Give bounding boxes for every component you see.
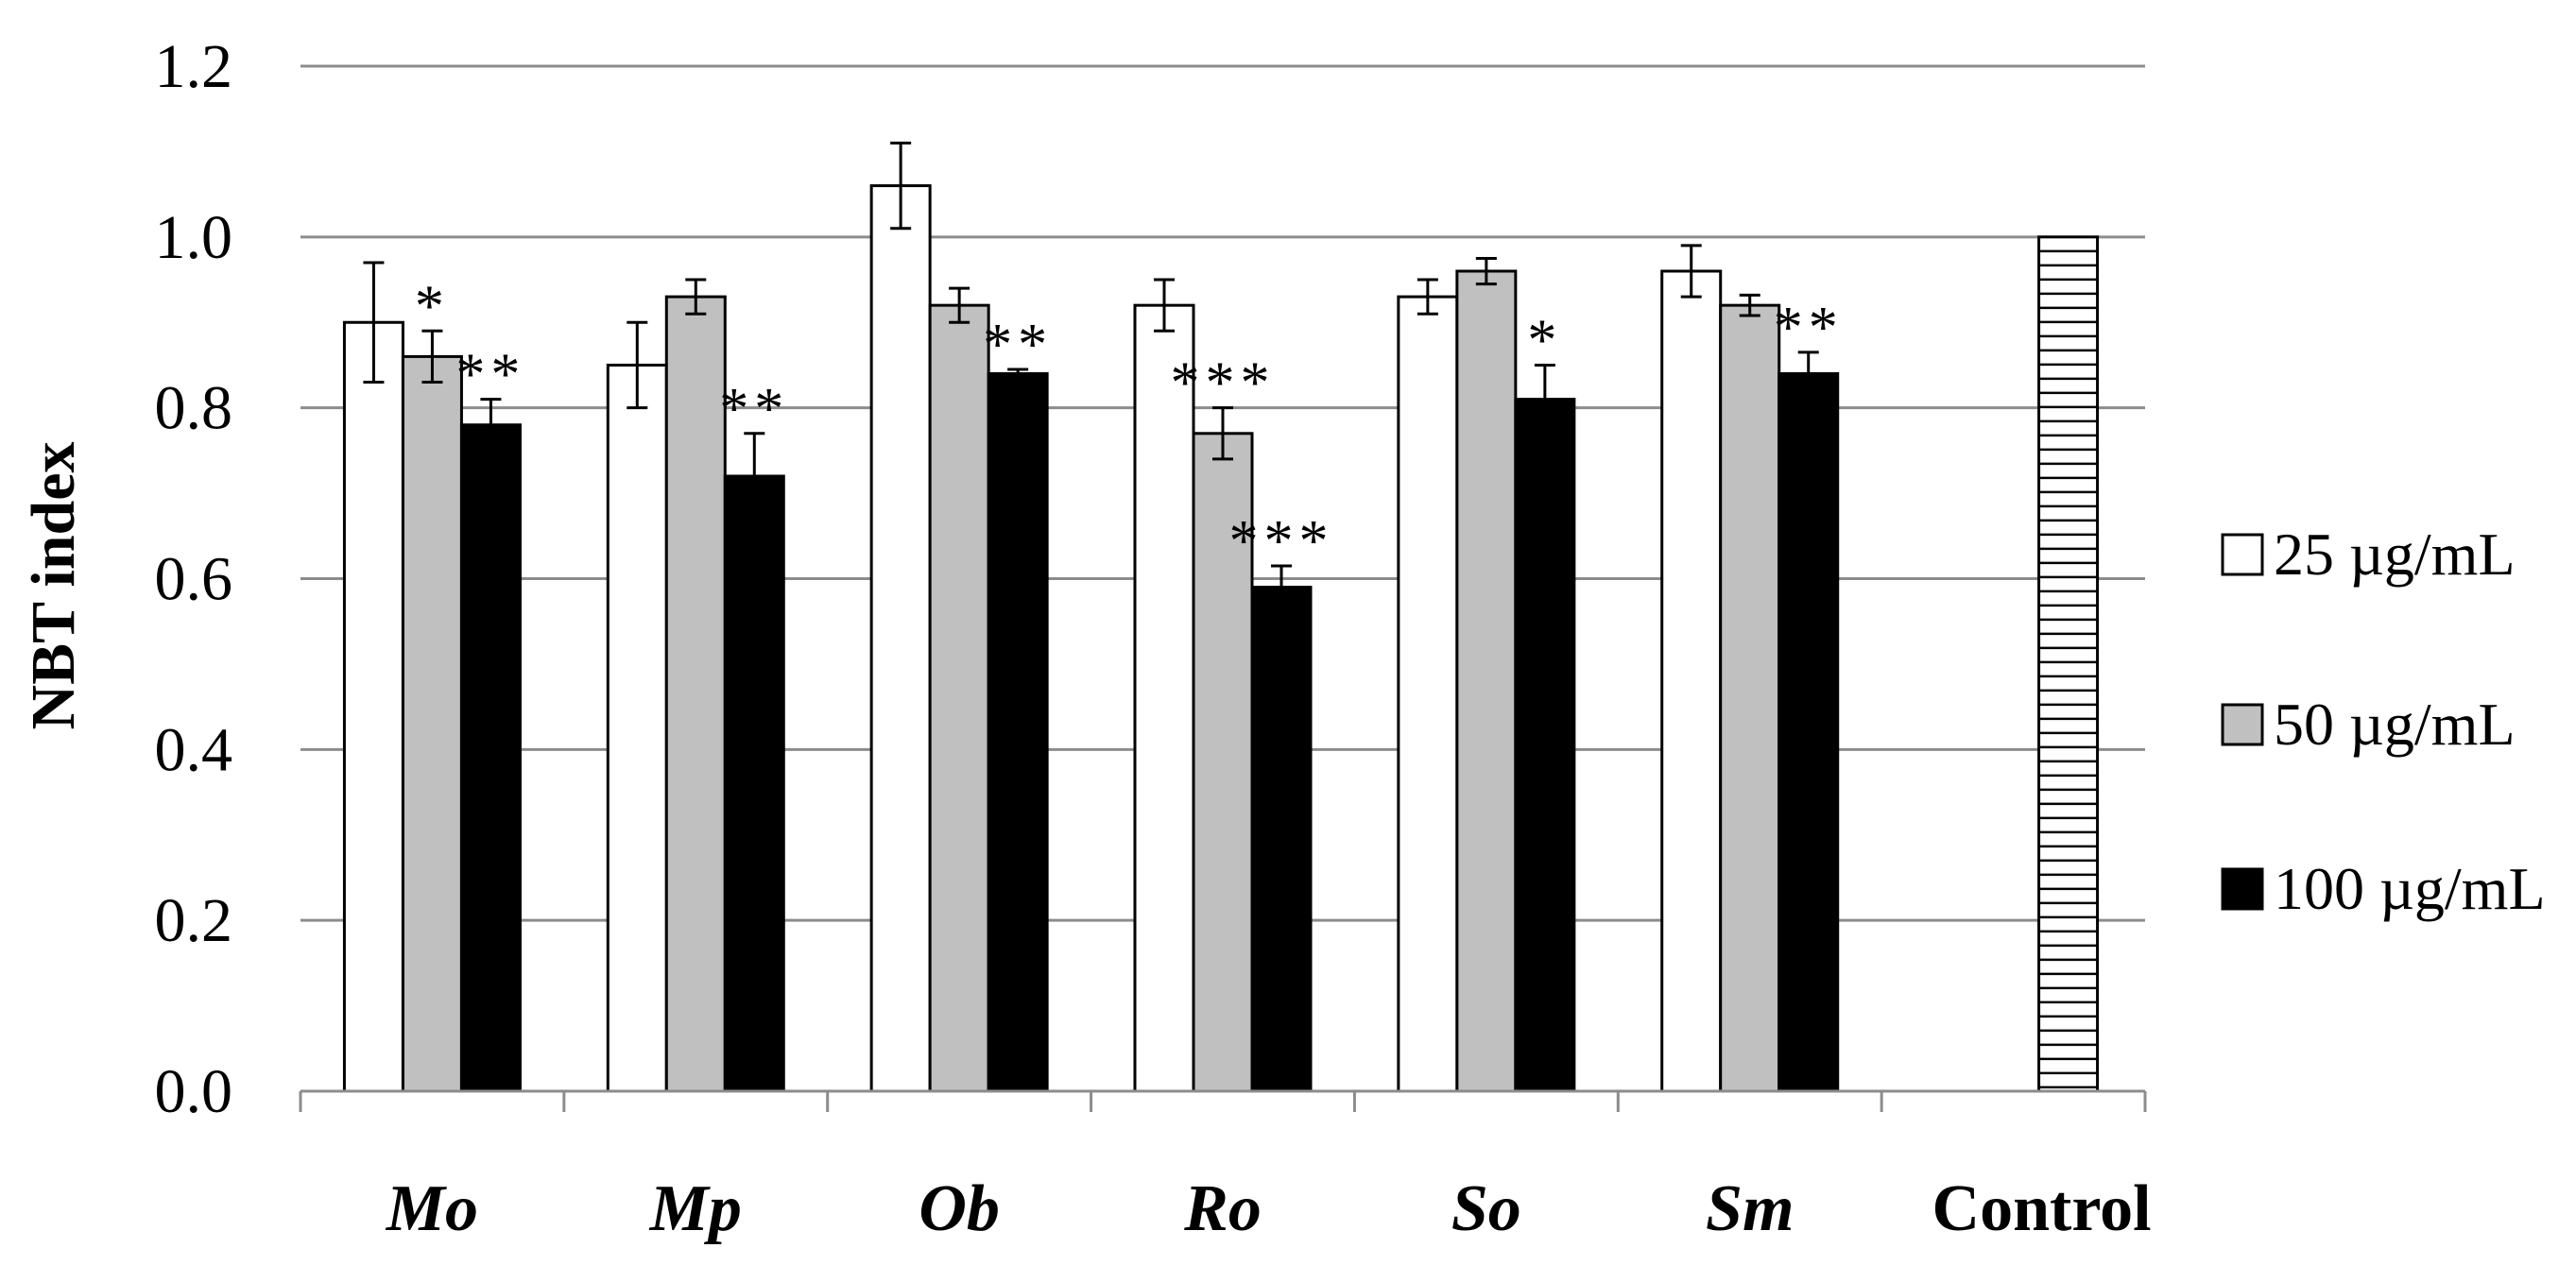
bar-Mp-1: [664, 295, 727, 1093]
bar-So-1: [1455, 269, 1518, 1093]
category-labels: Mo Mp Ob Ro So Sm Control: [386, 1172, 2152, 1245]
error-bar-Ro-0: [1154, 278, 1175, 333]
legend-item-2: 100 µg/mL: [2221, 855, 2546, 922]
bar-Ob-1: [928, 303, 990, 1093]
error-bar-Sm-1: [1739, 293, 1760, 317]
y-tick-label: 0.4: [155, 715, 233, 784]
bar-Mo-1: [401, 354, 463, 1093]
error-bar-Mp-0: [627, 320, 648, 410]
significance-Ro-1: ***: [1171, 351, 1276, 416]
x-axis: [299, 1089, 2147, 1112]
error-bar-So-1: [1475, 256, 1497, 286]
legend-swatch: [2221, 703, 2264, 746]
y-axis-ticks: 0.0 0.2 0.4 0.6 0.8 1.0 1.2: [155, 32, 233, 1126]
y-tick-label: 0.6: [155, 545, 233, 614]
significance-So-2: *: [1527, 308, 1562, 372]
bar-Ob-2: [987, 372, 1049, 1093]
legend-label: 100 µg/mL: [2274, 855, 2546, 922]
significance-Sm-2: **: [1774, 296, 1844, 360]
y-tick-label: 1.0: [155, 203, 233, 272]
y-axis-label: NBT index: [19, 441, 88, 729]
category-label-Ob: Ob: [919, 1172, 1000, 1245]
error-bar-Ro-1: [1212, 406, 1233, 461]
y-tick-label: 0.0: [155, 1057, 233, 1126]
error-bar-Mo-2: [480, 398, 502, 451]
category-label-Mo: Mo: [386, 1172, 478, 1245]
error-bar-Mo-0: [363, 261, 385, 385]
error-bars: [363, 141, 1819, 609]
error-bar-Mo-1: [421, 329, 443, 385]
error-bar-Ro-2: [1271, 564, 1292, 609]
bar-Sm-2: [1777, 372, 1840, 1093]
category-label-Ro: Ro: [1183, 1172, 1262, 1245]
category-label-Control: Control: [1932, 1172, 2152, 1245]
y-tick-label: 0.8: [155, 374, 233, 443]
legend-swatch: [2221, 867, 2264, 911]
bar-So-0: [1397, 295, 1459, 1093]
legend-item-1: 50 µg/mL: [2221, 691, 2516, 758]
error-bar-Mp-1: [685, 278, 707, 316]
bar-Sm-0: [1660, 269, 1723, 1093]
significance-Ob-2: **: [983, 313, 1053, 377]
significance-Ro-2: ***: [1229, 509, 1334, 573]
category-label-Mp: Mp: [649, 1172, 742, 1245]
error-bar-Mp-2: [744, 432, 765, 520]
bar-So-2: [1514, 398, 1576, 1093]
error-bar-Sm-0: [1680, 244, 1702, 299]
significance-marks: ************** **: [415, 274, 1844, 573]
legend-swatch: [2221, 533, 2264, 576]
bar-Mp-2: [723, 474, 785, 1093]
bar-Ro-0: [1133, 303, 1195, 1093]
error-bar-Ob-1: [949, 286, 970, 324]
y-tick-label: 1.2: [155, 32, 233, 101]
legend-label: 50 µg/mL: [2274, 691, 2516, 758]
significance-Mo-1: *: [415, 274, 450, 338]
bar-Sm-1: [1719, 303, 1781, 1093]
category-label-Sm: Sm: [1706, 1172, 1794, 1245]
legend-item-0: 25 µg/mL: [2221, 521, 2516, 588]
bar-Mp-0: [606, 363, 668, 1093]
legend-label: 25 µg/mL: [2274, 521, 2516, 588]
error-bar-So-0: [1417, 278, 1438, 316]
error-bar-So-2: [1534, 363, 1555, 434]
bar-Mo-0: [342, 320, 404, 1093]
significance-Mp-2: **: [719, 377, 789, 441]
y-tick-label: 0.2: [155, 886, 233, 955]
bar-Ro-2: [1250, 586, 1313, 1093]
error-bar-Ob-2: [1007, 368, 1029, 379]
category-label-So: So: [1451, 1172, 1521, 1245]
legend: 25 µg/mL 50 µg/mL 100 µg/mL: [2221, 521, 2546, 922]
bar-Ob-0: [869, 184, 932, 1093]
significance-Mo-2: **: [455, 343, 525, 407]
bar-control: [2037, 235, 2100, 1093]
bar-Mo-2: [459, 423, 522, 1093]
error-bar-Ob-0: [890, 141, 912, 231]
error-bar-Sm-2: [1797, 350, 1819, 396]
